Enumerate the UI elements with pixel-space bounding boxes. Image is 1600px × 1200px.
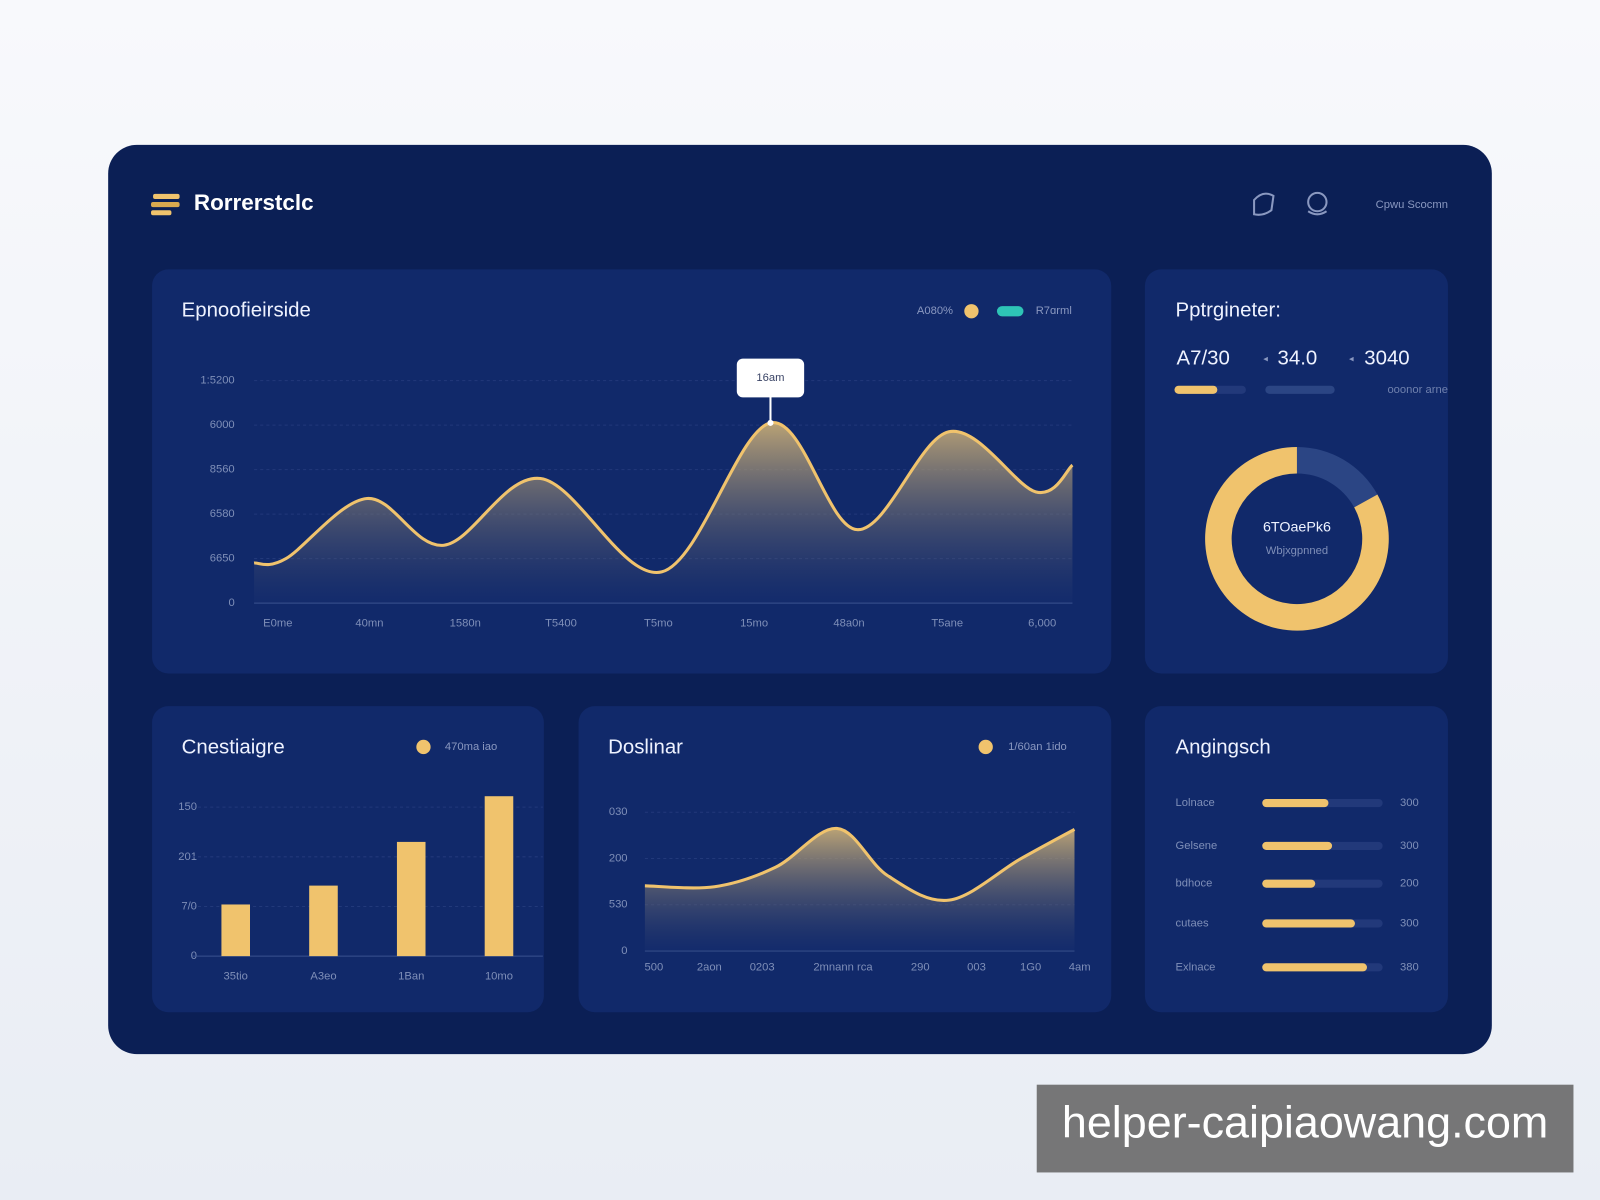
x-tick-label: 35tio (224, 970, 248, 982)
stat: A7/30 (1177, 348, 1230, 370)
panel-title: Doslinar (608, 736, 683, 758)
list-label: cutaes (1176, 917, 1209, 929)
line (253, 421, 1074, 574)
area-fill (254, 422, 1073, 604)
stat: 34.0 (1278, 348, 1318, 370)
x-tick-label: 290 (911, 961, 930, 973)
tooltip-box (736, 358, 805, 398)
watermark-box (1036, 1084, 1574, 1173)
icon-notification[interactable] (1253, 192, 1275, 216)
list-bar (1262, 919, 1355, 928)
legend-swatch (416, 739, 431, 755)
list-bar (1262, 879, 1316, 888)
bar (221, 904, 250, 957)
x-tick-label: 1Ban (398, 970, 424, 982)
x-tick-label: 48a0n (833, 617, 864, 629)
stat-caption: ooonor arne (1387, 384, 1448, 396)
legend-label: 1/60an 1ido (1008, 741, 1067, 753)
y-tick-label: 8560 (210, 464, 235, 476)
stat: 3040 (1364, 348, 1409, 370)
area-fill (644, 828, 1075, 952)
y-tick-label: 150 (178, 801, 197, 813)
x-tick-label: 003 (967, 961, 986, 973)
x-tick-label: T5ane (931, 617, 963, 629)
panel-title: Epnoofieirside (182, 300, 311, 322)
list-bar (1262, 841, 1333, 850)
list-amount: 200 (1400, 878, 1419, 890)
icon-profile-base (1307, 210, 1328, 216)
x-tick-label: 4am (1069, 961, 1091, 973)
list-bar (1262, 963, 1367, 972)
tooltip-text: 16am (756, 372, 784, 384)
y-tick-label: 0 (228, 597, 234, 609)
list-amount: 300 (1400, 917, 1419, 929)
x-tick-label: E0me (263, 617, 292, 629)
arrow-icon: ◂ (1263, 354, 1268, 364)
y-tick-label: 200 (609, 852, 628, 864)
y-tick-label: 201 (178, 851, 197, 863)
x-tick-label: A3eo (310, 970, 336, 982)
arrow-icon: ◂ (1349, 354, 1354, 364)
watermark: helper-caipiaowang.com (1062, 1096, 1548, 1147)
x-tick-label: T5mo (644, 617, 673, 629)
list-amount: 300 (1400, 797, 1419, 809)
x-tick-label: 1G0 (1020, 961, 1041, 973)
x-tick-label: T5400 (545, 617, 577, 629)
panel-title: Angingsch (1176, 736, 1271, 758)
progress-fill (1174, 385, 1218, 394)
bar (309, 885, 338, 957)
y-tick-label: 530 (609, 899, 628, 911)
bar (396, 841, 426, 957)
x-tick-label: 40mn (355, 617, 383, 629)
list-amount: 300 (1400, 840, 1419, 852)
x-tick-label: 500 (645, 961, 664, 973)
user-name[interactable]: Cpwu Scocmn (1376, 199, 1448, 211)
y-tick-label: 6000 (210, 419, 235, 431)
panel-title: Cnestiaigre (182, 736, 285, 758)
legend-swatch (996, 306, 1024, 317)
line (644, 826, 1076, 902)
y-tick-label: 7/0 (181, 900, 197, 912)
icon-profile[interactable] (1307, 191, 1328, 213)
list-amount: 380 (1400, 961, 1419, 973)
progress-track (1265, 385, 1335, 394)
legend-label: A080% (917, 305, 953, 317)
y-tick-label: 1:5200 (200, 375, 234, 387)
list-label: bdhoce (1176, 878, 1213, 890)
donut-label: 6TOaePk6 (1263, 519, 1331, 535)
list-label: Gelsene (1176, 840, 1218, 852)
bar (484, 796, 514, 957)
x-tick-label: 6,000 (1028, 617, 1056, 629)
x-tick-label: 1580n (450, 617, 481, 629)
x-tick-label: 0203 (750, 961, 775, 973)
x-tick-label: 15mo (740, 617, 768, 629)
legend-swatch (978, 739, 993, 755)
tooltip-dot (767, 419, 774, 426)
y-tick-label: 0 (621, 945, 627, 957)
x-tick-label: 2mnann rca (813, 961, 873, 973)
donut-segment (1296, 446, 1378, 508)
panel-title: Pptrgineter: (1176, 300, 1281, 322)
y-tick-label: 030 (609, 806, 628, 818)
list-label: Exlnace (1176, 961, 1216, 973)
legend-label: 470ma iao (445, 741, 497, 753)
brand: Rorrerstclc (194, 190, 314, 215)
logo (151, 193, 180, 216)
x-tick-label: 2aon (697, 961, 722, 973)
donut-sublabel: Wbjxgpnned (1266, 545, 1328, 557)
list-bar (1262, 798, 1329, 808)
legend-swatch (964, 304, 979, 319)
panel-list (1144, 706, 1448, 1013)
legend-label: R7ɑrml (1036, 305, 1072, 317)
list-label: Lolnace (1176, 797, 1215, 809)
x-tick-label: 10mo (485, 970, 513, 982)
y-tick-label: 6580 (210, 508, 235, 520)
y-tick-label: 6650 (210, 553, 235, 565)
